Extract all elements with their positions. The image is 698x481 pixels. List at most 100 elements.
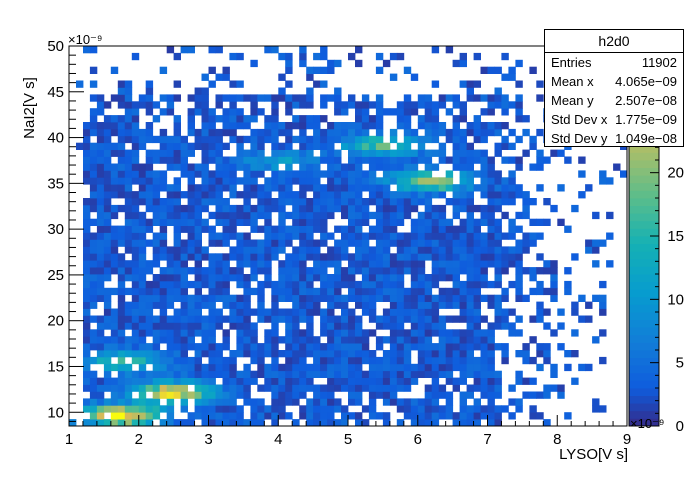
- heatmap-cell: [375, 280, 384, 289]
- heatmap-cell: [543, 156, 551, 164]
- heatmap-cell: [299, 115, 307, 123]
- heatmap-cell: [313, 239, 321, 247]
- heatmap-cell: [159, 94, 168, 102]
- heatmap-cell: [348, 101, 356, 109]
- heatmap-cell: [194, 329, 202, 337]
- heatmap-cell: [494, 343, 502, 351]
- heatmap-cell: [334, 315, 342, 323]
- heatmap-cell: [543, 356, 551, 365]
- heatmap-cell: [201, 142, 209, 150]
- heatmap-cell: [431, 343, 440, 351]
- heatmap-cell: [508, 232, 516, 240]
- heatmap-cell: [264, 274, 272, 282]
- heatmap-cell: [410, 108, 419, 116]
- heatmap-cell: [117, 322, 126, 330]
- heatmap-cell: [145, 128, 154, 137]
- heatmap-cell: [292, 170, 300, 178]
- heatmap-cell: [173, 80, 181, 88]
- heatmap-cell: [145, 156, 154, 164]
- heatmap-cell: [299, 274, 307, 282]
- heatmap-cell: [431, 115, 440, 123]
- heatmap-cell: [348, 177, 356, 185]
- heatmap-cell: [166, 350, 175, 358]
- heatmap-cell: [355, 59, 363, 68]
- heatmap-cell: [382, 170, 391, 178]
- heatmap-cell: [236, 267, 244, 275]
- heatmap-cell: [236, 122, 244, 130]
- heatmap-cell: [83, 280, 91, 289]
- heatmap-cell: [361, 336, 370, 344]
- heatmap-cell: [124, 211, 133, 220]
- heatmap-cell: [466, 336, 474, 344]
- heatmap-cell: [208, 350, 216, 358]
- heatmap-cell: [131, 122, 140, 130]
- heatmap-cell: [501, 356, 509, 365]
- heatmap-cell: [375, 108, 384, 116]
- heatmap-cell: [480, 343, 488, 351]
- heatmap-cell: [313, 177, 321, 185]
- heatmap-cell: [250, 59, 258, 68]
- heatmap-cell: [424, 177, 433, 185]
- heatmap-cell: [271, 163, 279, 171]
- heatmap-cell: [236, 350, 244, 358]
- heatmap-cell: [487, 329, 495, 337]
- heatmap-cell: [417, 218, 426, 226]
- heatmap-cell: [466, 405, 474, 413]
- heatmap-cell: [159, 246, 168, 254]
- heatmap-cell: [173, 163, 181, 171]
- heatmap-cell: [124, 80, 133, 88]
- heatmap-cell: [173, 191, 181, 199]
- heatmap-cell: [389, 108, 398, 116]
- heatmap-cell: [110, 232, 119, 240]
- heatmap-cell: [250, 94, 258, 102]
- heatmap-cell: [103, 184, 112, 192]
- heatmap-cell: [229, 122, 237, 130]
- heatmap-cell: [145, 87, 154, 95]
- heatmap-cell: [299, 356, 307, 365]
- heatmap-cell: [459, 191, 467, 199]
- heatmap-cell: [431, 280, 440, 289]
- heatmap-cell: [480, 253, 488, 261]
- heatmap-cell: [466, 122, 474, 130]
- heatmap-cell: [480, 184, 488, 192]
- heatmap-cell: [215, 280, 223, 289]
- heatmap-cell: [508, 66, 516, 74]
- heatmap-cell: [299, 142, 307, 150]
- heatmap-cell: [264, 315, 272, 323]
- heatmap-cell: [341, 253, 349, 261]
- heatmap-cell: [389, 73, 398, 81]
- colorbar-segment: [629, 236, 659, 244]
- heatmap-cell: [117, 128, 126, 137]
- heatmap-cell: [138, 315, 147, 323]
- heatmap-cell: [341, 329, 349, 337]
- heatmap-cell: [124, 419, 133, 427]
- heatmap-cell: [110, 308, 119, 316]
- heatmap-cell: [278, 384, 286, 392]
- heatmap-cell: [606, 211, 614, 220]
- heatmap-cell: [480, 211, 488, 220]
- heatmap-cell: [320, 315, 328, 323]
- colorbar-segment: [629, 160, 659, 168]
- heatmap-cell: [348, 198, 356, 206]
- heatmap-cell: [215, 308, 223, 316]
- heatmap-cell: [145, 350, 154, 358]
- heatmap-cell: [257, 301, 265, 309]
- heatmap-cell: [313, 225, 321, 233]
- heatmap-cell: [145, 191, 154, 199]
- heatmap-cell: [145, 370, 154, 378]
- heatmap-cell: [382, 384, 391, 392]
- heatmap-cell: [515, 225, 523, 233]
- heatmap-cell: [222, 405, 230, 413]
- heatmap-cell: [103, 287, 112, 296]
- heatmap-cell: [431, 398, 440, 406]
- heatmap-cell: [110, 239, 119, 247]
- heatmap-cell: [166, 391, 175, 399]
- heatmap-cell: [236, 260, 244, 268]
- heatmap-cell: [396, 177, 405, 185]
- heatmap-cell: [355, 419, 363, 427]
- heatmap-cell: [334, 274, 342, 282]
- stats-value: 11902: [641, 55, 677, 70]
- heatmap-cell: [215, 398, 223, 406]
- heatmap-cell: [194, 405, 202, 413]
- heatmap-cell: [138, 280, 147, 289]
